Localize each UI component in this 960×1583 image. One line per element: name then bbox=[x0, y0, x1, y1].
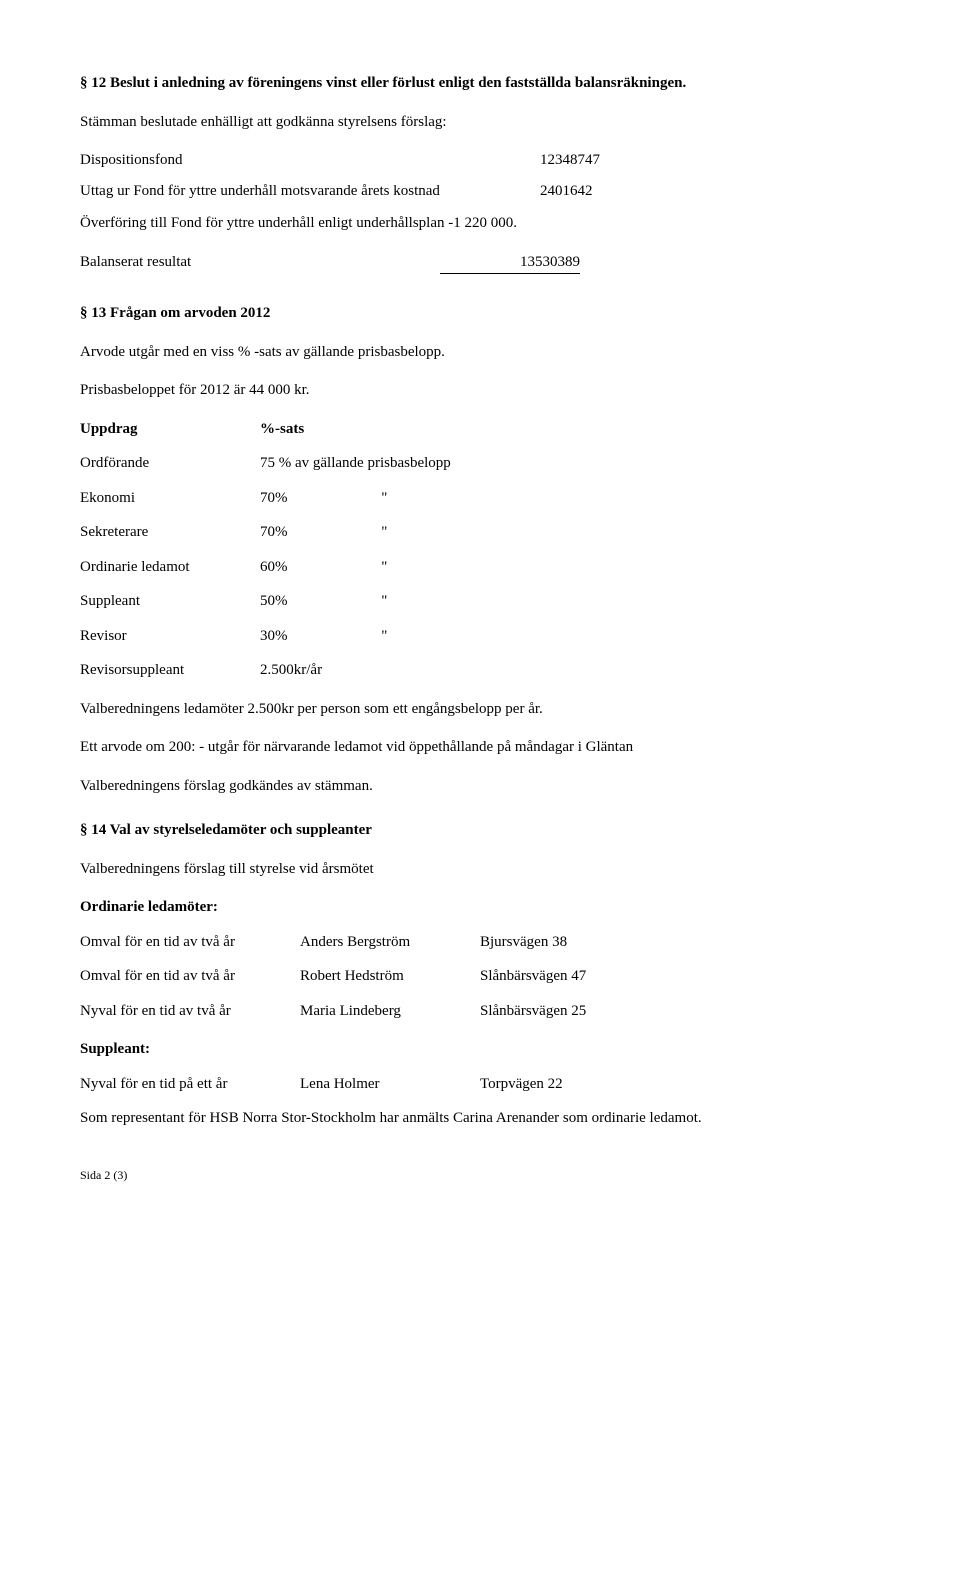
s14-ord-row-1: Omval för en tid av två år Robert Hedstr… bbox=[80, 965, 880, 988]
roles-row-1-pct: 70% " bbox=[260, 487, 580, 510]
s12-balanserat-value: 13530389 bbox=[440, 251, 580, 275]
s12-row-1: Uttag ur Fond för yttre underhåll motsva… bbox=[80, 180, 880, 203]
roles-row-0-role: Ordförande bbox=[80, 452, 260, 475]
s14-ord-row-2-addr: Slånbärsvägen 25 bbox=[480, 1000, 660, 1023]
s13-valb-line: Valberedningens ledamöter 2.500kr per pe… bbox=[80, 698, 880, 721]
roles-row-5-pct: 30% " bbox=[260, 625, 580, 648]
s14-rep-line: Som representant för HSB Norra Stor-Stoc… bbox=[80, 1107, 880, 1130]
s14-intro: Valberedningens förslag till styrelse vi… bbox=[80, 858, 880, 881]
roles-row-1-role: Ekonomi bbox=[80, 487, 260, 510]
roles-row-3-role: Ordinarie ledamot bbox=[80, 556, 260, 579]
s14-sup-row-0-name: Lena Holmer bbox=[300, 1073, 480, 1096]
roles-row-2-pct: 70% " bbox=[260, 521, 580, 544]
roles-table: Uppdrag %-sats Ordförande 75 % av gällan… bbox=[80, 418, 880, 682]
s13-arvode200: Ett arvode om 200: - utgår för närvarand… bbox=[80, 736, 880, 759]
s14-ord-row-2-name: Maria Lindeberg bbox=[300, 1000, 480, 1023]
s13-line2: Prisbasbeloppet för 2012 är 44 000 kr. bbox=[80, 379, 880, 402]
s13-line1: Arvode utgår med en viss % -sats av gäll… bbox=[80, 341, 880, 364]
roles-row-0: Ordförande 75 % av gällande prisbasbelop… bbox=[80, 452, 880, 475]
roles-row-6: Revisorsuppleant 2.500kr/år bbox=[80, 659, 880, 682]
roles-row-5-role: Revisor bbox=[80, 625, 260, 648]
roles-header: Uppdrag %-sats bbox=[80, 418, 880, 441]
s14-ord-row-1-name: Robert Hedström bbox=[300, 965, 480, 988]
s12-row-1-label: Uttag ur Fond för yttre underhåll motsva… bbox=[80, 180, 540, 203]
s13-approved: Valberedningens förslag godkändes av stä… bbox=[80, 775, 880, 798]
roles-row-2: Sekreterare 70% " bbox=[80, 521, 880, 544]
s12-row-1-value: 2401642 bbox=[540, 180, 593, 203]
s12-balanserat-row: Balanserat resultat 13530389 bbox=[80, 251, 880, 275]
s14-heading: § 14 Val av styrelseledamöter och supple… bbox=[80, 819, 880, 842]
roles-row-6-role: Revisorsuppleant bbox=[80, 659, 260, 682]
s12-row-0-value: 12348747 bbox=[540, 149, 600, 172]
s14-sup-row-0: Nyval för en tid på ett år Lena Holmer T… bbox=[80, 1073, 880, 1096]
roles-row-4: Suppleant 50% " bbox=[80, 590, 880, 613]
roles-row-3: Ordinarie ledamot 60% " bbox=[80, 556, 880, 579]
s12-heading: § 12 Beslut i anledning av föreningens v… bbox=[80, 72, 880, 95]
s14-ord-row-1-addr: Slånbärsvägen 47 bbox=[480, 965, 660, 988]
roles-header-c2: %-sats bbox=[260, 418, 580, 441]
roles-row-2-role: Sekreterare bbox=[80, 521, 260, 544]
s14-ord-row-2: Nyval för en tid av två år Maria Lindebe… bbox=[80, 1000, 880, 1023]
page-footer: Sida 2 (3) bbox=[80, 1166, 880, 1184]
s12-row-0: Dispositionsfond 12348747 bbox=[80, 149, 880, 172]
s14-ord-label: Ordinarie ledamöter: bbox=[80, 896, 880, 919]
s14-sup-row-0-term: Nyval för en tid på ett år bbox=[80, 1073, 300, 1096]
roles-row-4-role: Suppleant bbox=[80, 590, 260, 613]
s13-heading: § 13 Frågan om arvoden 2012 bbox=[80, 302, 880, 325]
roles-row-6-pct: 2.500kr/år bbox=[260, 659, 580, 682]
s12-row-0-label: Dispositionsfond bbox=[80, 149, 540, 172]
roles-header-c1: Uppdrag bbox=[80, 418, 260, 441]
s14-ord-row-0-addr: Bjursvägen 38 bbox=[480, 931, 660, 954]
roles-row-4-pct: 50% " bbox=[260, 590, 580, 613]
s12-balanserat-label: Balanserat resultat bbox=[80, 251, 440, 275]
roles-row-5: Revisor 30% " bbox=[80, 625, 880, 648]
s14-sup-row-0-addr: Torpvägen 22 bbox=[480, 1073, 660, 1096]
s14-ord-row-2-term: Nyval för en tid av två år bbox=[80, 1000, 300, 1023]
s14-ord-row-0-name: Anders Bergström bbox=[300, 931, 480, 954]
roles-row-3-pct: 60% " bbox=[260, 556, 580, 579]
s12-line3: Överföring till Fond för yttre underhåll… bbox=[80, 212, 880, 235]
s14-sup-label: Suppleant: bbox=[80, 1038, 880, 1061]
s14-ord-row-0-term: Omval för en tid av två år bbox=[80, 931, 300, 954]
s14-ord-row-1-term: Omval för en tid av två år bbox=[80, 965, 300, 988]
s12-intro: Stämman beslutade enhälligt att godkänna… bbox=[80, 111, 880, 134]
roles-row-0-pct: 75 % av gällande prisbasbelopp bbox=[260, 452, 580, 475]
s14-ord-row-0: Omval för en tid av två år Anders Bergst… bbox=[80, 931, 880, 954]
roles-row-1: Ekonomi 70% " bbox=[80, 487, 880, 510]
